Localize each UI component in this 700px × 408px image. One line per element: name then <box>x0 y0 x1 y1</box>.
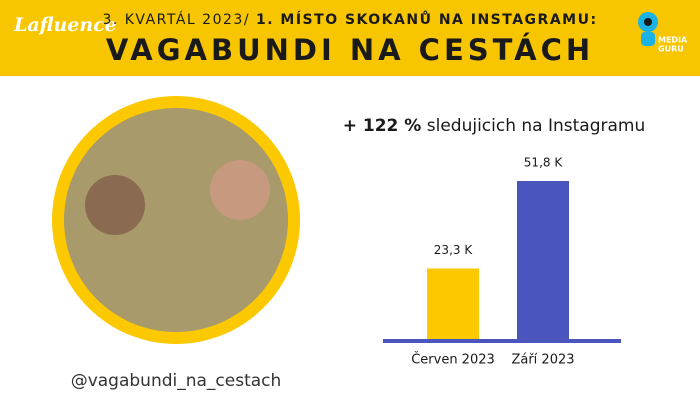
photo-person <box>210 160 270 220</box>
handle: @vagabundi_na_cestach <box>71 371 282 391</box>
partner-icon-body <box>641 32 655 46</box>
photo-person <box>85 175 145 235</box>
chart-title-highlight: + 122 % <box>343 116 422 136</box>
header-kicker: 3. KVARTÁL 2023/ 1. MÍSTO SKOKANŮ NA INS… <box>102 10 597 28</box>
chart-title: + 122 % sledujicich na Instagramu <box>343 116 646 136</box>
kicker: 3. KVARTÁL 2023/ <box>102 11 250 28</box>
value-label: 23,3 K <box>434 243 474 257</box>
logo: Lafluence <box>13 14 117 36</box>
header-band <box>0 0 700 76</box>
header-title: VAGABUNDI NA CESTÁCH <box>106 33 594 67</box>
bar <box>427 268 479 340</box>
kicker-bold: 1. MÍSTO SKOKANŮ NA INSTAGRAMU: <box>256 10 598 28</box>
partner-icon-eye <box>644 18 652 26</box>
x-tick-label: Červen 2023 <box>411 352 495 368</box>
partner-text: MEDIA <box>658 36 688 45</box>
partner-logo: MEDIA GURU <box>638 12 688 54</box>
partner-text: GURU <box>658 45 684 54</box>
bar <box>517 181 569 340</box>
value-label: 51,8 K <box>524 156 564 170</box>
baseline <box>383 339 621 343</box>
chart-title-text: sledujicich na Instagramu <box>427 116 646 136</box>
x-tick-label: Září 2023 <box>511 353 574 368</box>
